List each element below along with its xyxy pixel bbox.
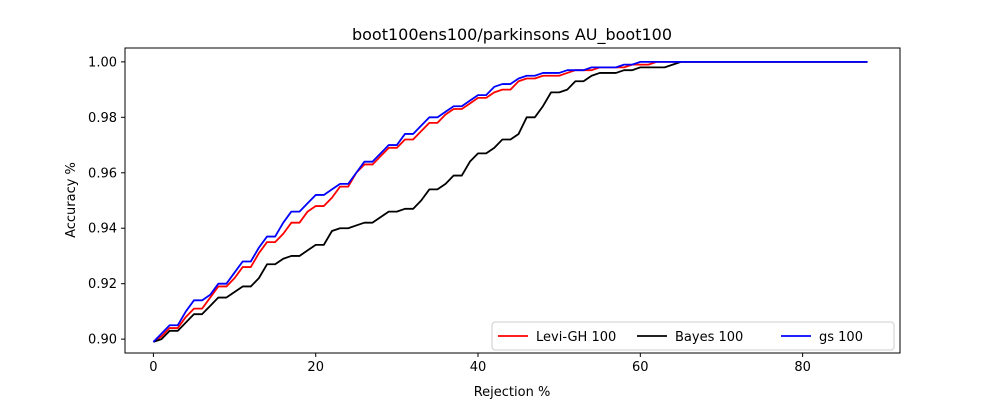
x-tick-label: 80 xyxy=(794,360,811,375)
y-tick-label: 0.96 xyxy=(88,166,117,181)
x-axis-ticks: 0 20 40 60 80 xyxy=(149,353,811,375)
y-tick-label: 0.92 xyxy=(88,277,117,292)
y-axis-ticks: 0.90 0.92 0.94 0.96 0.98 1.00 xyxy=(88,55,125,348)
legend-box xyxy=(491,321,895,351)
y-axis-label: Accuracy % xyxy=(64,162,79,238)
chart-title: boot100ens100/parkinsons AU_boot100 xyxy=(352,25,672,45)
y-tick-label: 0.94 xyxy=(88,222,117,237)
legend: Levi-GH 100 Bayes 100 gs 100 xyxy=(491,321,895,351)
x-tick-label: 20 xyxy=(307,360,324,375)
x-tick-label: 0 xyxy=(149,360,157,375)
y-tick-label: 0.98 xyxy=(88,111,117,126)
series-layer xyxy=(152,60,868,343)
legend-label: Bayes 100 xyxy=(675,330,743,345)
plot-area xyxy=(124,47,901,354)
plot-frame xyxy=(124,47,901,354)
y-tick-label: 0.90 xyxy=(88,333,117,348)
y-tick-label: 1.00 xyxy=(88,55,117,70)
x-axis-label: Rejection % xyxy=(474,385,551,400)
legend-label: Levi-GH 100 xyxy=(536,330,616,345)
x-tick-label: 60 xyxy=(632,360,649,375)
x-tick-label: 40 xyxy=(470,360,487,375)
series-line-gs-100 xyxy=(152,60,868,343)
legend-label: gs 100 xyxy=(819,330,863,345)
